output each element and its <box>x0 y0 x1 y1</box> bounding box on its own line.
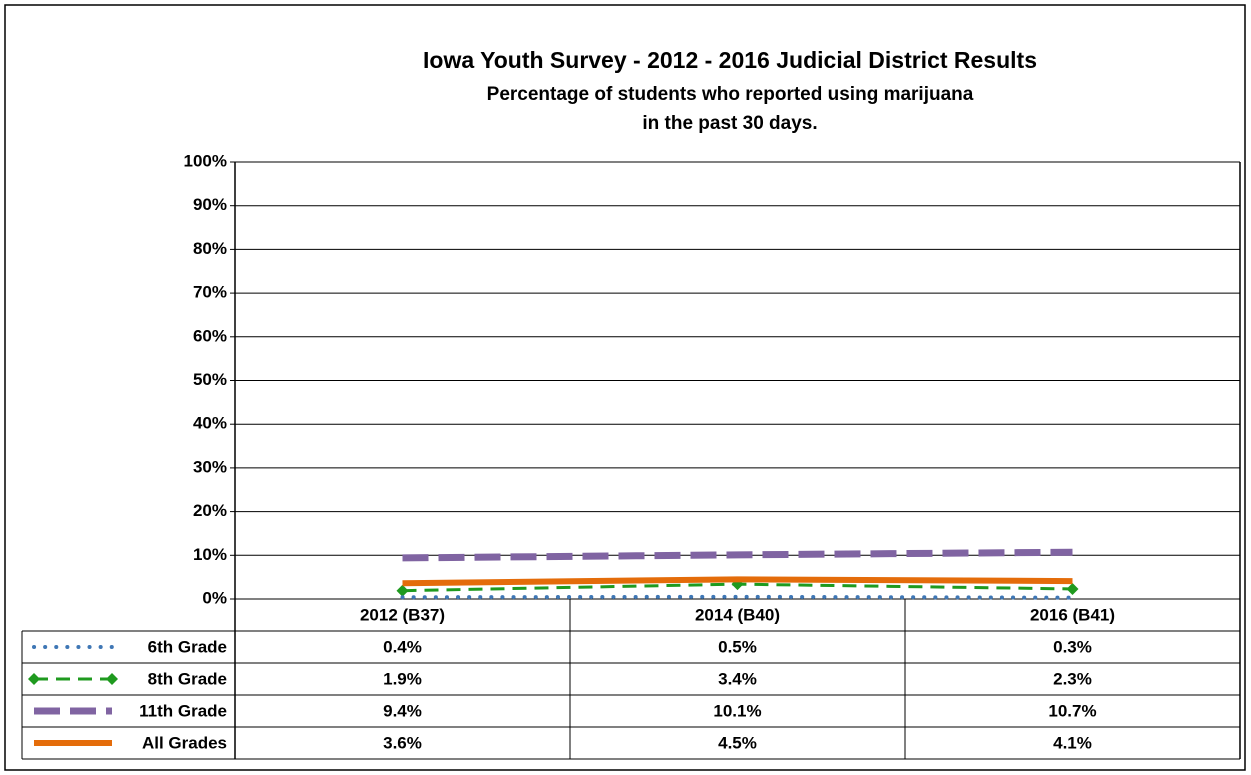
data-label: 4.5% <box>718 733 757 752</box>
data-label: 4.1% <box>1053 733 1092 752</box>
legend-marker <box>28 673 40 685</box>
x-tick-label: 2014 (B40) <box>695 605 780 624</box>
marker <box>1066 582 1079 595</box>
chart-title: Iowa Youth Survey - 2012 - 2016 Judicial… <box>423 47 1037 73</box>
data-label: 10.1% <box>713 701 761 720</box>
x-tick-label: 2012 (B37) <box>360 605 445 624</box>
y-tick-label: 80% <box>193 239 227 258</box>
y-tick-label: 0% <box>202 588 227 607</box>
y-tick-label: 20% <box>193 501 227 520</box>
y-tick-label: 50% <box>193 370 227 389</box>
marker <box>396 584 409 597</box>
y-tick-label: 30% <box>193 457 227 476</box>
data-label: 3.4% <box>718 669 757 688</box>
chart-frame <box>4 4 1246 771</box>
y-tick-label: 90% <box>193 195 227 214</box>
y-tick-label: 100% <box>184 151 227 170</box>
data-label: 0.3% <box>1053 637 1092 656</box>
data-label: 3.6% <box>383 733 422 752</box>
data-label: 2.3% <box>1053 669 1092 688</box>
data-label: 10.7% <box>1048 701 1096 720</box>
legend-label: 11th Grade <box>139 701 227 720</box>
y-tick-label: 40% <box>193 414 227 433</box>
series-line <box>402 548 1073 562</box>
chart-subtitle: in the past 30 days. <box>642 113 817 134</box>
legend-label: 6th Grade <box>148 637 227 656</box>
legend-marker <box>106 673 118 685</box>
legend-label: All Grades <box>142 733 227 752</box>
y-tick-label: 70% <box>193 283 227 302</box>
y-tick-label: 10% <box>193 545 227 564</box>
y-tick-label: 60% <box>193 326 227 345</box>
data-label: 0.4% <box>383 637 422 656</box>
legend-label: 8th Grade <box>148 669 227 688</box>
series-line <box>400 594 1075 600</box>
data-label: 1.9% <box>383 669 422 688</box>
data-label: 9.4% <box>383 701 422 720</box>
data-label: 0.5% <box>718 637 757 656</box>
series-line <box>402 576 1073 587</box>
x-tick-label: 2016 (B41) <box>1030 605 1115 624</box>
chart-subtitle: Percentage of students who reported usin… <box>487 84 974 105</box>
